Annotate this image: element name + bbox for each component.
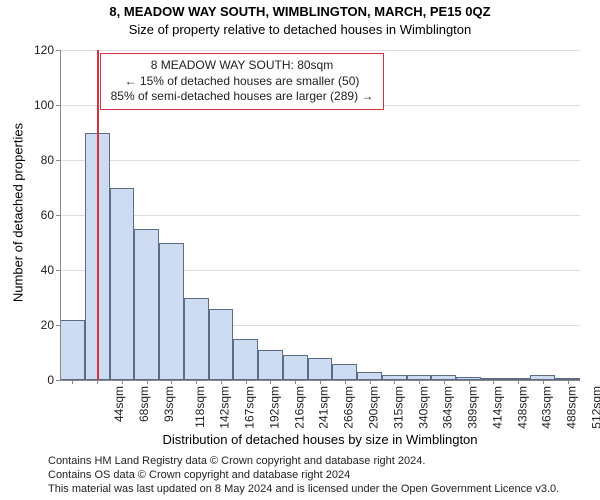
annotation-line-1: 8 MEADOW WAY SOUTH: 80sqm [109, 58, 375, 74]
gridline [60, 215, 580, 216]
footer-line-2: Contains OS data © Crown copyright and d… [48, 469, 588, 483]
x-tick-label: 414sqm [491, 386, 505, 429]
y-tick-label: 120 [14, 43, 54, 57]
footer-line-3: This material was last updated on 8 May … [48, 483, 588, 497]
x-tick-label: 438sqm [515, 386, 529, 429]
x-tick-label: 142sqm [218, 386, 232, 429]
histogram-bar [233, 339, 258, 380]
histogram-bar [308, 358, 333, 380]
annotation-line-2: ← 15% of detached houses are smaller (50… [109, 74, 375, 90]
x-tick-label: 68sqm [137, 386, 151, 422]
x-tick-label: 192sqm [268, 386, 282, 429]
x-tick-label: 216sqm [292, 386, 306, 429]
histogram-bar [184, 298, 209, 381]
x-tick-label: 266sqm [342, 386, 356, 429]
histogram-bar [209, 309, 234, 381]
histogram-bar [332, 364, 357, 381]
subtitle: Size of property relative to detached ho… [0, 22, 600, 37]
y-tick-label: 100 [14, 98, 54, 112]
annotation-box: 8 MEADOW WAY SOUTH: 80sqm← 15% of detach… [100, 53, 384, 110]
x-tick-label: 512sqm [590, 386, 600, 429]
x-axis-line [60, 380, 580, 381]
y-tick-label: 0 [14, 373, 54, 387]
x-tick-label: 93sqm [162, 386, 176, 422]
subject-marker-line [97, 50, 99, 380]
histogram-bar [283, 355, 308, 380]
histogram-bar [60, 320, 85, 381]
y-tick-label: 20 [14, 318, 54, 332]
x-tick-label: 167sqm [243, 386, 257, 429]
address-title: 8, MEADOW WAY SOUTH, WIMBLINGTON, MARCH,… [0, 4, 600, 19]
x-tick-label: 44sqm [112, 386, 126, 422]
y-axis-line [60, 50, 61, 380]
x-tick-label: 488sqm [565, 386, 579, 429]
histogram-bar [134, 229, 159, 380]
x-tick-label: 290sqm [367, 386, 381, 429]
footer-attribution: Contains HM Land Registry data © Crown c… [48, 455, 588, 496]
x-tick-label: 340sqm [416, 386, 430, 429]
x-tick-label: 364sqm [441, 386, 455, 429]
x-tick-label: 315sqm [391, 386, 405, 429]
x-tick-label: 241sqm [317, 386, 331, 429]
x-tick-label: 389sqm [466, 386, 480, 429]
x-tick-label: 118sqm [192, 386, 206, 428]
y-axis-label: Number of detached properties [11, 113, 26, 313]
histogram-bar [258, 350, 283, 380]
x-axis-label: Distribution of detached houses by size … [60, 432, 580, 447]
footer-line-1: Contains HM Land Registry data © Crown c… [48, 455, 588, 469]
gridline [60, 160, 580, 161]
histogram-bar [357, 372, 382, 380]
annotation-line-3: 85% of semi-detached houses are larger (… [109, 89, 375, 105]
histogram-bar [110, 188, 135, 381]
histogram-bar [159, 243, 184, 381]
x-tick-label: 463sqm [540, 386, 554, 429]
chart-container: 8, MEADOW WAY SOUTH, WIMBLINGTON, MARCH,… [0, 0, 600, 500]
plot-area: 02040608010012044sqm68sqm93sqm118sqm142s… [60, 50, 580, 380]
gridline [60, 50, 580, 51]
